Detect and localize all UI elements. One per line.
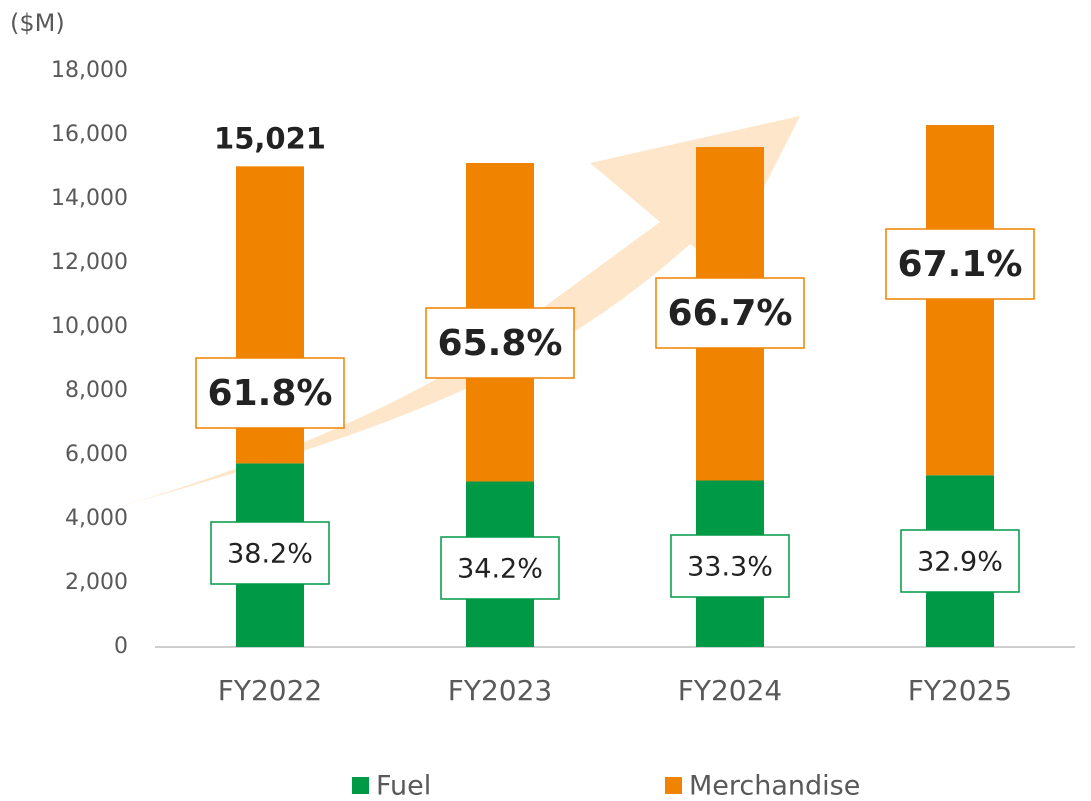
y-tick-label: 6,000: [65, 442, 128, 467]
y-tick-label: 16,000: [51, 122, 128, 147]
x-tick-label: FY2023: [448, 674, 552, 707]
y-tick-label: 14,000: [51, 186, 128, 211]
unit-label: ($M): [10, 9, 65, 37]
y-tick-label: 2,000: [65, 570, 128, 595]
percent-box: [425, 307, 575, 379]
y-tick-label: 4,000: [65, 506, 128, 531]
percent-label: 66.7%: [668, 293, 793, 334]
percent-box: [885, 228, 1035, 300]
y-tick-label: 12,000: [51, 250, 128, 275]
percent-box: [900, 529, 1020, 593]
percent-label: 61.8%: [208, 373, 333, 414]
legend-swatch: [352, 777, 369, 794]
legend-label: Fuel: [376, 771, 431, 801]
percent-label: 34.2%: [457, 554, 543, 585]
x-tick-label: FY2024: [678, 674, 782, 707]
percent-box: [440, 536, 560, 600]
percent-label: 38.2%: [227, 539, 313, 570]
percent-label: 33.3%: [687, 552, 773, 583]
percent-box: [210, 521, 330, 585]
y-tick-label: 18,000: [51, 58, 128, 83]
percent-label: 65.8%: [438, 323, 563, 364]
total-label: 15,021: [214, 121, 326, 155]
bar-segment: [926, 125, 994, 476]
percent-box: [195, 357, 345, 429]
legend-label: Merchandise: [689, 771, 860, 801]
percent-box: [670, 534, 790, 598]
y-tick-label: 10,000: [51, 314, 128, 339]
y-tick-label: 8,000: [65, 378, 128, 403]
x-tick-label: FY2022: [218, 674, 322, 707]
percent-label: 32.9%: [917, 547, 1003, 578]
percent-box: [655, 277, 805, 349]
y-tick-label: 0: [114, 634, 128, 659]
legend-swatch: [665, 777, 682, 794]
percent-label: 67.1%: [898, 244, 1023, 285]
x-tick-label: FY2025: [908, 674, 1012, 707]
